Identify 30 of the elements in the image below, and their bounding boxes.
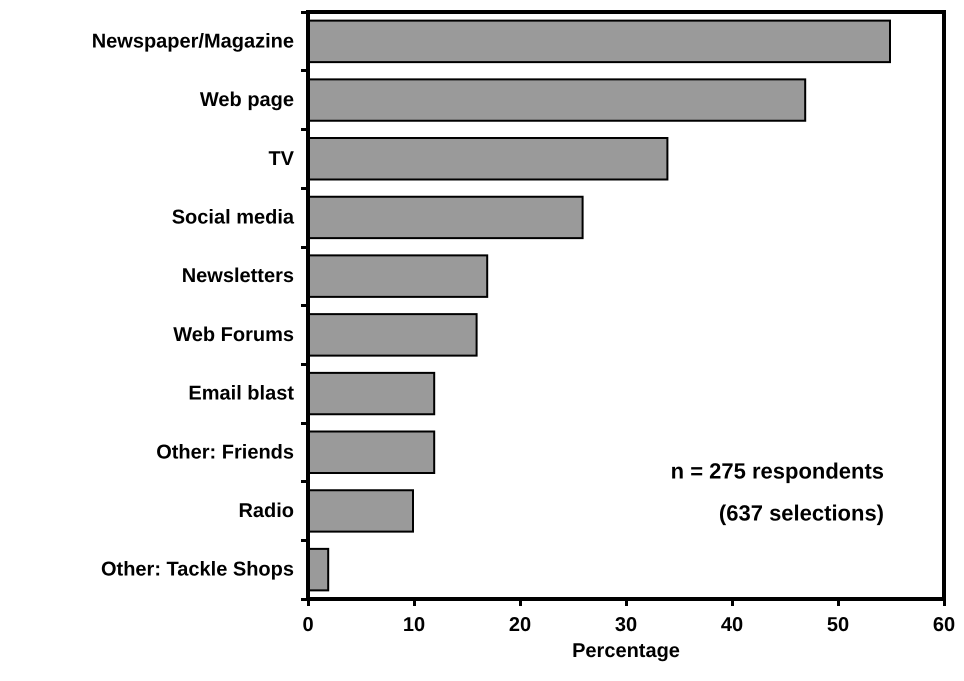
y-tick-label: Email blast (188, 382, 294, 405)
bar (308, 20, 891, 64)
bar (308, 137, 668, 180)
bar (308, 313, 478, 357)
y-tick-label: Web Forums (173, 324, 294, 346)
x-tick-label: 30 (614, 614, 638, 636)
x-tick-label: 10 (402, 614, 426, 636)
x-tick-label: 40 (720, 614, 744, 636)
x-axis-title: Percentage (572, 640, 680, 662)
y-tick-label: Newsletters (182, 265, 294, 288)
x-tick-label: 60 (932, 614, 956, 636)
bar (308, 196, 584, 240)
bar (308, 78, 806, 122)
bar (308, 372, 436, 416)
x-tick-label: 0 (302, 614, 314, 636)
x-tick-label: 20 (508, 614, 532, 636)
annotation: (637 selections) (718, 500, 884, 526)
bar (308, 548, 330, 592)
bar (308, 489, 414, 533)
bar (308, 430, 436, 474)
bar (308, 254, 488, 298)
y-tick-label: Social media (172, 206, 295, 228)
x-tick-label: 50 (826, 614, 850, 636)
y-tick-label: Web page (200, 89, 294, 112)
y-tick-label: Other: Friends (156, 441, 294, 464)
y-tick-label: Other: Tackle Shops (100, 558, 294, 581)
y-tick-label: Newspaper/Magazine (92, 30, 294, 52)
y-tick-label: Radio (238, 500, 294, 522)
y-tick-label: TV (268, 148, 295, 170)
annotation: n = 275 respondents (670, 458, 884, 484)
